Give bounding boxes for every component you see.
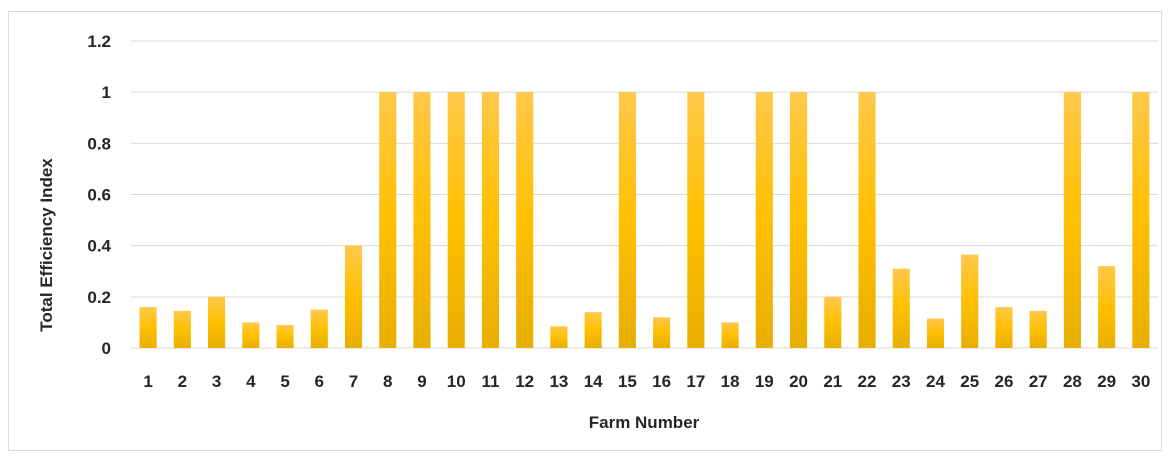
bar-farm-21 xyxy=(824,296,842,348)
bar-farm-15 xyxy=(618,92,636,349)
x-tick-label: 24 xyxy=(926,372,945,391)
x-tick-label: 3 xyxy=(212,372,221,391)
bar-farm-7 xyxy=(344,245,363,348)
y-tick-label: 1 xyxy=(102,83,111,102)
bar-farm-11 xyxy=(481,92,500,349)
bar-farm-3 xyxy=(208,296,226,348)
x-tick-label: 12 xyxy=(515,372,534,391)
x-tick-label: 29 xyxy=(1097,372,1116,391)
bar-farm-27 xyxy=(1029,310,1047,348)
x-tick-label: 22 xyxy=(858,372,877,391)
bar-farm-30 xyxy=(1132,92,1150,349)
bar-farm-23 xyxy=(892,268,910,348)
x-tick-label: 14 xyxy=(584,372,603,391)
y-tick-label: 0.6 xyxy=(87,186,111,205)
bar-farm-5 xyxy=(276,324,294,348)
x-tick-label: 6 xyxy=(315,372,324,391)
bar-farm-22 xyxy=(858,92,876,349)
y-tick-label: 0.2 xyxy=(87,288,111,307)
bar-farm-20 xyxy=(789,92,808,349)
y-tick-label: 0 xyxy=(102,339,111,358)
x-tick-label: 15 xyxy=(618,372,637,391)
bar-farm-10 xyxy=(447,92,465,349)
x-tick-label: 7 xyxy=(349,372,358,391)
bar-farm-13 xyxy=(550,326,568,348)
x-tick-label: 20 xyxy=(789,372,808,391)
bar-farm-18 xyxy=(721,322,739,348)
x-tick-label: 23 xyxy=(892,372,911,391)
x-tick-label: 18 xyxy=(721,372,740,391)
x-tick-label: 2 xyxy=(178,372,187,391)
y-axis-title: Total Efficiency Index xyxy=(37,158,56,332)
bar-farm-2 xyxy=(173,310,191,348)
x-tick-label: 25 xyxy=(960,372,979,391)
y-tick-labels: 0 0.2 0.4 0.6 0.8 1 1.2 xyxy=(87,32,111,358)
x-tick-label: 9 xyxy=(417,372,426,391)
bar-farm-9 xyxy=(413,92,431,349)
x-tick-label: 21 xyxy=(823,372,842,391)
bar-farm-29 xyxy=(1098,266,1116,348)
x-tick-label: 28 xyxy=(1063,372,1082,391)
bar-farm-26 xyxy=(995,307,1013,348)
x-tick-label: 5 xyxy=(280,372,289,391)
y-tick-label: 0.4 xyxy=(87,237,111,256)
y-tick-label: 0.8 xyxy=(87,134,111,153)
x-tick-label: 17 xyxy=(686,372,705,391)
x-tick-label: 8 xyxy=(383,372,392,391)
bar-farm-14 xyxy=(584,312,602,348)
bar-farm-6 xyxy=(310,309,328,348)
x-tick-labels: 1 2 3 4 5 6 7 8 9 10 11 12 13 14 15 16 17 18 19 20 21 22 23 24 2… xyxy=(143,372,1150,391)
x-tick-label: 11 xyxy=(481,372,499,391)
x-tick-label: 27 xyxy=(1029,372,1048,391)
x-tick-label: 13 xyxy=(549,372,568,391)
chart-frame xyxy=(8,11,1162,451)
x-tick-label: 1 xyxy=(143,372,152,391)
bars xyxy=(139,92,1150,349)
y-tick-label: 1.2 xyxy=(87,32,111,51)
bar-farm-8 xyxy=(379,92,397,349)
bar-farm-4 xyxy=(242,322,260,348)
bar-farm-12 xyxy=(516,92,534,349)
bar-farm-16 xyxy=(653,317,671,348)
x-axis-title: Farm Number xyxy=(589,413,700,432)
x-tick-label: 26 xyxy=(994,372,1013,391)
x-tick-label: 30 xyxy=(1131,372,1150,391)
bar-farm-19 xyxy=(755,92,773,349)
bar-farm-25 xyxy=(961,254,979,348)
bar-farm-24 xyxy=(926,318,945,348)
bar-farm-28 xyxy=(1063,92,1081,349)
bar-farm-1 xyxy=(139,307,157,348)
gridlines xyxy=(131,40,1158,349)
x-tick-label: 19 xyxy=(755,372,774,391)
x-tick-label: 10 xyxy=(447,372,466,391)
x-tick-label: 4 xyxy=(246,372,256,391)
bar-farm-17 xyxy=(687,92,705,349)
x-tick-label: 16 xyxy=(652,372,671,391)
